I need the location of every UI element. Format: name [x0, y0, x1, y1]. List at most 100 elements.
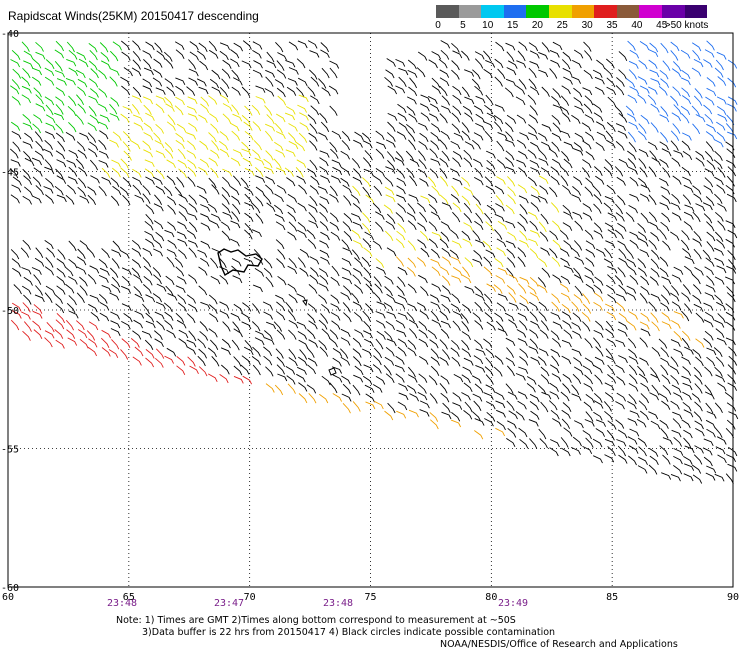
wind-barb — [493, 284, 503, 294]
wind-barb — [627, 40, 636, 51]
wind-barb — [241, 60, 252, 69]
wind-barb — [583, 401, 593, 412]
wind-barb — [673, 348, 684, 357]
wind-barb — [79, 132, 90, 141]
wind-barb — [486, 112, 497, 122]
wind-barb — [691, 105, 700, 116]
wind-barb — [11, 79, 21, 90]
wind-barb — [155, 357, 164, 368]
wind-barb — [572, 436, 582, 447]
wind-barb — [659, 141, 669, 151]
wind-barb — [273, 321, 283, 332]
wind-barb — [439, 383, 448, 394]
wind-barb — [306, 329, 316, 340]
wind-barb — [244, 222, 253, 234]
wind-barb — [88, 106, 97, 117]
wind-barb — [87, 346, 98, 357]
wind-barb — [65, 194, 75, 205]
wind-barb — [417, 392, 428, 401]
wind-barb — [340, 166, 351, 176]
wind-barb — [409, 77, 418, 89]
wind-barb — [673, 311, 684, 319]
wind-barb — [186, 86, 196, 96]
wind-barb — [34, 131, 43, 142]
wind-barb — [681, 113, 690, 124]
wind-barb — [242, 157, 253, 167]
wind-barb — [386, 247, 397, 257]
wind-barb — [297, 77, 308, 87]
wind-barb — [463, 202, 473, 214]
wind-barb — [627, 401, 637, 410]
wind-barb — [603, 258, 614, 267]
wind-barb — [111, 276, 121, 288]
wind-barb — [473, 250, 483, 260]
longitude-labels: 60 65 70 75 80 85 90 — [2, 592, 739, 603]
wind-barb — [196, 50, 207, 60]
wind-barb — [693, 366, 703, 378]
wind-barb — [297, 40, 308, 49]
wind-barb — [671, 320, 681, 329]
wind-barb — [637, 76, 648, 85]
wind-barb — [528, 211, 538, 221]
wind-barb — [320, 121, 330, 133]
wind-barb — [98, 258, 108, 269]
wind-barb — [660, 294, 670, 305]
wind-barb — [189, 41, 199, 51]
wind-barb — [695, 338, 705, 348]
wind-barb — [530, 167, 541, 175]
wind-barb — [88, 303, 98, 313]
wind-barb — [265, 276, 274, 288]
wind-barb — [441, 256, 452, 266]
wind-barb — [452, 50, 463, 59]
wind-barb — [287, 383, 296, 394]
wind-barb — [298, 356, 308, 366]
wind-barb — [122, 194, 131, 206]
wind-barb — [441, 303, 451, 314]
wind-barb — [495, 427, 506, 437]
wind-barb — [98, 121, 109, 130]
wind-barb — [308, 392, 317, 404]
wind-barb — [683, 221, 693, 231]
wind-barb — [606, 284, 616, 294]
wind-barb — [429, 168, 439, 179]
wind-barb — [416, 302, 427, 311]
wind-barb — [285, 106, 296, 115]
wind-barb — [296, 373, 306, 383]
wind-barb — [44, 159, 53, 170]
wind-barb — [31, 267, 42, 275]
wind-barb — [165, 275, 175, 286]
wind-barb — [483, 392, 494, 400]
wind-barb — [68, 310, 79, 319]
wind-barb — [131, 248, 142, 257]
wind-barb — [439, 266, 450, 276]
wind-barb — [65, 77, 76, 86]
wind-barb — [714, 276, 725, 285]
wind-barb — [112, 131, 122, 141]
wind-barb — [332, 393, 343, 402]
wind-barb — [362, 157, 372, 168]
legend-tick-label: 30 — [581, 20, 593, 31]
wind-barb — [387, 402, 396, 414]
wind-barb — [142, 247, 153, 257]
wind-barb — [691, 464, 702, 474]
wind-barb — [375, 148, 385, 159]
wind-barb — [493, 121, 503, 132]
wind-barb — [288, 140, 299, 150]
wind-barb — [340, 356, 351, 366]
wind-barb — [199, 140, 209, 150]
wind-barb — [474, 418, 485, 426]
wind-barb — [144, 168, 155, 178]
wind-barb — [727, 103, 737, 112]
wind-barb — [429, 393, 438, 404]
wind-barb — [574, 285, 583, 297]
wind-barb — [77, 86, 87, 96]
wind-barb — [508, 292, 517, 303]
wind-barb — [573, 142, 583, 152]
wind-barb — [186, 150, 197, 159]
wind-barb — [682, 366, 692, 376]
wind-barb — [308, 339, 319, 348]
wind-barb — [78, 177, 87, 189]
wind-barb — [485, 357, 494, 368]
wind-barb — [506, 285, 516, 295]
wind-barb — [44, 337, 53, 348]
